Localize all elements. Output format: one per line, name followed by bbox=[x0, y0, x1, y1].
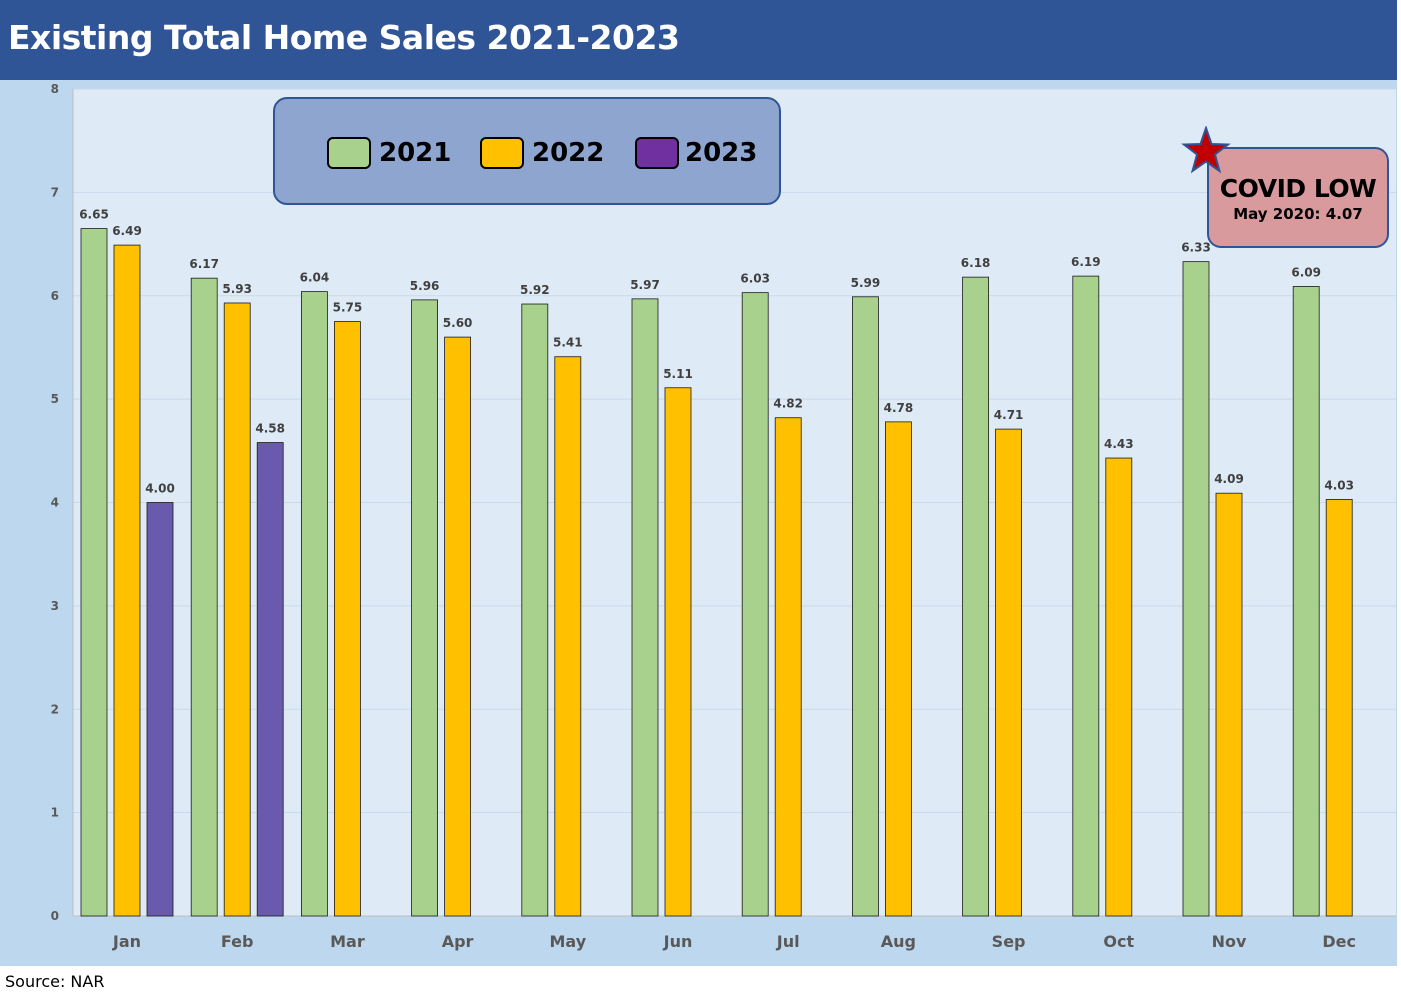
data-label: 5.60 bbox=[443, 316, 473, 330]
source-note: Source: NAR bbox=[5, 972, 105, 991]
bar-2023-Jan bbox=[146, 502, 174, 917]
bar-2021-Jan bbox=[80, 228, 108, 917]
bar-2021-Oct bbox=[1072, 275, 1100, 917]
y-tick-label: 8 bbox=[51, 82, 59, 96]
data-label: 4.00 bbox=[145, 482, 175, 496]
bar-2021-Apr bbox=[411, 299, 439, 917]
data-label: 5.75 bbox=[333, 301, 363, 315]
x-tick-label: Jul bbox=[776, 932, 800, 951]
bar-2022-Jan bbox=[113, 244, 141, 917]
x-tick-label: Dec bbox=[1322, 932, 1356, 951]
x-tick-label: Oct bbox=[1103, 932, 1134, 951]
bar-2022-Apr bbox=[444, 336, 472, 917]
data-label: 4.09 bbox=[1214, 472, 1244, 486]
covid-low-callout: COVID LOW May 2020: 4.07 bbox=[1207, 147, 1389, 248]
y-tick-label: 4 bbox=[51, 496, 59, 510]
chart-title: Existing Total Home Sales 2021-2023 bbox=[8, 18, 680, 57]
data-label: 6.04 bbox=[300, 271, 330, 285]
bar-2021-Mar bbox=[300, 291, 328, 917]
data-label: 5.92 bbox=[520, 283, 550, 297]
legend-label-2023: 2023 bbox=[685, 138, 758, 168]
y-tick-label: 5 bbox=[51, 392, 59, 406]
bar-2023-Feb bbox=[256, 442, 284, 917]
star-icon bbox=[1181, 126, 1231, 174]
y-tick-label: 6 bbox=[51, 289, 59, 303]
bar-2022-Oct bbox=[1105, 457, 1133, 917]
data-label: 6.33 bbox=[1181, 241, 1211, 255]
legend-label-2022: 2022 bbox=[532, 138, 605, 168]
data-label: 5.11 bbox=[663, 367, 693, 381]
legend-label-2021: 2021 bbox=[379, 138, 452, 168]
x-tick-label: Jan bbox=[112, 932, 141, 951]
data-label: 6.19 bbox=[1071, 255, 1101, 269]
bar-2022-May bbox=[554, 356, 582, 917]
x-tick-label: Jun bbox=[663, 932, 693, 951]
data-label: 6.49 bbox=[112, 224, 142, 238]
x-tick-label: Mar bbox=[330, 932, 365, 951]
legend-swatch-2022 bbox=[480, 137, 524, 169]
data-label: 5.93 bbox=[222, 282, 252, 296]
data-label: 5.41 bbox=[553, 336, 583, 350]
y-tick-label: 2 bbox=[51, 702, 59, 716]
y-tick-label: 0 bbox=[51, 909, 59, 923]
x-tick-label: Sep bbox=[992, 932, 1026, 951]
bar-2022-Dec bbox=[1325, 498, 1353, 917]
x-tick-label: May bbox=[549, 932, 586, 951]
bar-2022-Aug bbox=[885, 421, 912, 917]
y-tick-label: 7 bbox=[51, 185, 59, 199]
y-tick-label: 3 bbox=[51, 599, 59, 613]
data-label: 6.18 bbox=[961, 256, 991, 270]
legend-swatch-2023 bbox=[635, 137, 679, 169]
data-label: 4.78 bbox=[884, 401, 914, 415]
header-bar: Existing Total Home Sales 2021-2023 bbox=[0, 0, 1397, 80]
bar-2021-Nov bbox=[1182, 261, 1210, 917]
data-label: 6.03 bbox=[740, 272, 770, 286]
bar-2022-Jun bbox=[664, 387, 692, 917]
data-label: 6.65 bbox=[79, 208, 109, 222]
x-tick-label: Aug bbox=[881, 932, 916, 951]
data-label: 4.71 bbox=[994, 408, 1024, 422]
data-label: 5.96 bbox=[410, 279, 440, 293]
data-label: 5.97 bbox=[630, 278, 660, 292]
bar-2021-Dec bbox=[1292, 286, 1320, 917]
legend-item-2021: 2021 bbox=[327, 136, 451, 170]
covid-low-subtitle: May 2020: 4.07 bbox=[1233, 205, 1363, 223]
bar-2022-Nov bbox=[1215, 492, 1243, 917]
data-label: 4.43 bbox=[1104, 437, 1134, 451]
bar-2021-Aug bbox=[852, 296, 879, 917]
bar-2021-Jul bbox=[741, 292, 769, 917]
x-tick-label: Feb bbox=[221, 932, 254, 951]
bar-2021-Jun bbox=[631, 298, 659, 917]
bar-2022-Feb bbox=[223, 302, 251, 917]
data-label: 5.99 bbox=[851, 276, 881, 290]
legend: 2021 2022 2023 bbox=[273, 97, 781, 205]
data-label: 4.58 bbox=[255, 422, 285, 436]
x-tick-label: Nov bbox=[1212, 932, 1247, 951]
x-tick-label: Apr bbox=[442, 932, 474, 951]
data-label: 6.17 bbox=[189, 257, 219, 271]
bar-2021-Sep bbox=[962, 276, 989, 917]
covid-low-title: COVID LOW bbox=[1219, 174, 1377, 203]
y-tick-label: 1 bbox=[51, 806, 59, 820]
legend-item-2023: 2023 bbox=[635, 136, 757, 170]
bar-2021-May bbox=[521, 303, 549, 917]
legend-swatch-2021 bbox=[327, 137, 371, 169]
bar-2022-Mar bbox=[333, 321, 361, 917]
legend-item-2022: 2022 bbox=[480, 136, 604, 170]
data-label: 4.82 bbox=[773, 397, 803, 411]
bar-2022-Sep bbox=[995, 428, 1022, 917]
bar-2022-Jul bbox=[774, 417, 802, 917]
data-label: 4.03 bbox=[1324, 478, 1354, 492]
data-label: 6.09 bbox=[1291, 265, 1321, 279]
bar-2021-Feb bbox=[190, 277, 218, 917]
